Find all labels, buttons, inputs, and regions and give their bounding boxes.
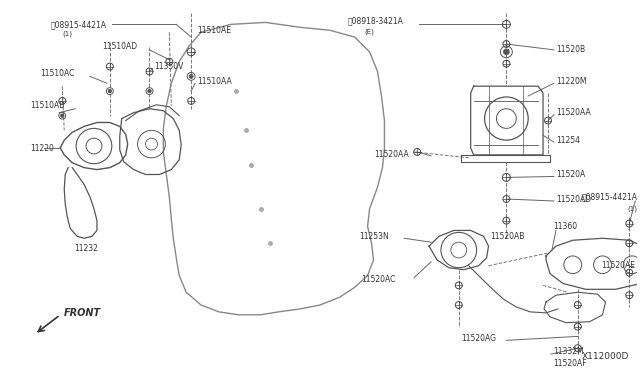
Text: 11220M: 11220M bbox=[556, 77, 586, 86]
Text: 11520AG: 11520AG bbox=[461, 334, 496, 343]
Text: 11520A: 11520A bbox=[556, 170, 585, 179]
Text: (E): (E) bbox=[365, 29, 374, 35]
Text: ⓝ08918-3421A: ⓝ08918-3421A bbox=[348, 16, 404, 25]
Text: (1): (1) bbox=[62, 30, 72, 37]
Text: 11220: 11220 bbox=[31, 144, 54, 153]
Text: FRONT: FRONT bbox=[64, 308, 101, 318]
Text: 11520AA: 11520AA bbox=[374, 150, 409, 159]
Text: 11510AA: 11510AA bbox=[197, 77, 232, 86]
Text: 11520AD: 11520AD bbox=[556, 195, 591, 203]
Circle shape bbox=[189, 74, 193, 78]
Text: 11510AD: 11510AD bbox=[102, 42, 137, 51]
Text: 11510AB: 11510AB bbox=[31, 101, 65, 110]
Text: 11510AE: 11510AE bbox=[197, 26, 231, 35]
Text: 11253N: 11253N bbox=[360, 232, 389, 241]
Text: 11232: 11232 bbox=[74, 244, 98, 253]
Circle shape bbox=[108, 89, 111, 93]
Text: 11520AA: 11520AA bbox=[556, 108, 591, 117]
Circle shape bbox=[60, 114, 64, 118]
Text: ⓝ08915-4421A: ⓝ08915-4421A bbox=[51, 20, 106, 29]
Text: 11510AC: 11510AC bbox=[40, 69, 75, 78]
Circle shape bbox=[148, 89, 151, 93]
Text: 11520AF: 11520AF bbox=[553, 359, 587, 368]
Text: ⓝ08915-4421A: ⓝ08915-4421A bbox=[581, 193, 637, 202]
Text: 11520AE: 11520AE bbox=[601, 261, 636, 270]
Circle shape bbox=[504, 49, 509, 55]
Text: 11254: 11254 bbox=[556, 136, 580, 145]
Text: 11520AC: 11520AC bbox=[362, 275, 396, 284]
Text: 11350V: 11350V bbox=[154, 62, 184, 71]
Text: 11520B: 11520B bbox=[556, 45, 585, 54]
Text: 11332M: 11332M bbox=[553, 347, 584, 356]
Text: X112000D: X112000D bbox=[582, 352, 629, 361]
Text: 11520AB: 11520AB bbox=[490, 232, 525, 241]
Text: (1): (1) bbox=[627, 206, 637, 212]
Text: 11360: 11360 bbox=[553, 222, 577, 231]
